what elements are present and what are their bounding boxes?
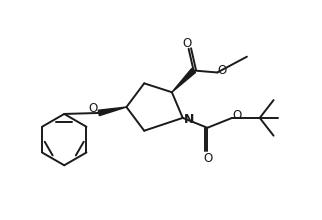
Polygon shape (98, 107, 127, 116)
Polygon shape (172, 69, 195, 92)
Text: O: O (232, 109, 242, 122)
Text: N: N (184, 113, 194, 126)
Text: O: O (218, 64, 227, 77)
Text: O: O (88, 101, 98, 115)
Text: O: O (204, 152, 213, 165)
Text: O: O (182, 37, 191, 50)
